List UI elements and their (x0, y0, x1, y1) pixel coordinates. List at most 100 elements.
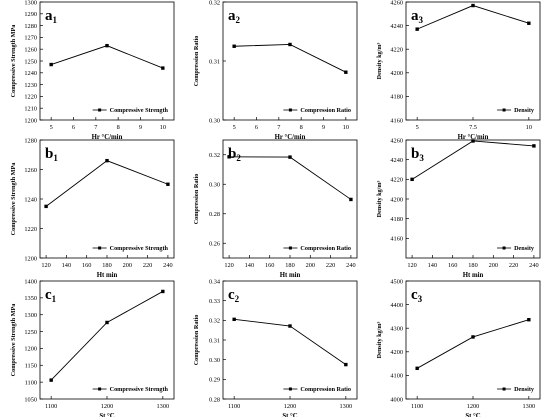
y-tick-label: 4240 (390, 157, 403, 164)
legend-marker (502, 246, 506, 250)
x-tick-label: 7 (94, 124, 97, 131)
panel-c2: 0.28 0.29 0.30 0.31 0.32 0.33 0.34 1100 1200 1300… (193, 278, 358, 417)
x-axis-label: St °C (99, 413, 114, 417)
x-tick-label: 1200 (467, 403, 480, 410)
y-tick-label: 4500 (390, 278, 403, 285)
x-tick-label: 120 (224, 262, 233, 269)
y-tick-label: 4200 (390, 349, 403, 356)
x-axis-label: Hr °C/min (92, 134, 123, 141)
x-axis-label: Ht min (463, 272, 484, 279)
y-tick-label: 1280 (24, 137, 37, 144)
plot-frame (222, 1, 358, 121)
y-tick-label: 0.34 (209, 278, 221, 285)
y-tick-label: 1350 (24, 295, 37, 302)
x-tick-label: 5 (50, 124, 53, 131)
y-axis-label: Density kg/m³ (376, 321, 383, 358)
y-tick-label: 1200 (24, 346, 37, 353)
x-tick-label: 200 (306, 262, 315, 269)
x-tick-label: 1200 (101, 403, 114, 410)
series-line (416, 319, 529, 369)
y-axis-label: Compression Ratio (193, 315, 200, 366)
legend-marker (502, 108, 506, 112)
y-tick-label: 1300 (24, 0, 37, 6)
y-tick-label: 4000 (390, 396, 403, 403)
x-tick-label: 140 (428, 262, 437, 269)
panel-a3: 4160 4180 4200 4220 4240 4260 5 7.5 10 Hr °C/min D… (376, 0, 541, 141)
legend-marker (98, 108, 102, 112)
panel-label: c2 (228, 287, 240, 304)
x-tick-label: 6 (72, 124, 75, 131)
x-tick-label: 120 (407, 262, 416, 269)
x-tick-label: 8 (117, 124, 120, 131)
panel-b3: 4160 4180 4200 4220 4240 4260 120 140 160 180 200 2… (376, 137, 541, 279)
panel-a2: 0.30 0.31 0.32 5 6 7 8 9 10 Hr °C/min Compression … (193, 0, 358, 141)
panel-label: b3 (411, 146, 424, 163)
series-line (45, 160, 169, 207)
y-tick-label: 1240 (24, 196, 37, 203)
data-point (471, 335, 475, 339)
y-tick-label: 4160 (390, 236, 403, 243)
plot-frame (405, 280, 541, 400)
x-tick-label: 9 (139, 124, 142, 131)
x-axis-label: Ht min (280, 272, 301, 279)
x-axis-label: St °C (282, 413, 297, 417)
y-tick-label: 0.31 (209, 58, 220, 65)
legend-label: Compression Ratio (300, 386, 351, 393)
x-tick-label: 1300 (157, 403, 170, 410)
y-tick-label: 1100 (25, 379, 37, 386)
panel-b1: 1200 1220 1240 1260 1280 120 140 160 180 200 220 24… (10, 137, 175, 279)
x-tick-label: 10 (526, 124, 532, 131)
x-tick-label: 240 (346, 262, 355, 269)
y-tick-label: 4180 (390, 94, 403, 101)
x-tick-label: 120 (41, 262, 50, 269)
y-tick-label: 0.31 (209, 337, 220, 344)
x-tick-label: 240 (529, 262, 538, 269)
y-tick-label: 0.28 (209, 211, 220, 218)
y-tick-label: 4200 (390, 70, 403, 77)
x-tick-label: 140 (62, 262, 71, 269)
data-point (49, 378, 53, 382)
y-tick-label: 1290 (24, 11, 37, 18)
plot-frame (405, 139, 541, 259)
data-point (105, 320, 109, 325)
x-axis-label: Ht min (97, 272, 118, 279)
y-tick-label: 1220 (24, 94, 37, 101)
x-tick-label: 220 (143, 262, 152, 269)
y-tick-label: 4260 (390, 0, 403, 6)
y-tick-label: 4300 (390, 326, 403, 333)
data-point (471, 3, 475, 8)
x-axis-label: Hr °C/min (458, 134, 489, 141)
data-point (49, 62, 53, 67)
y-tick-label: 1050 (24, 396, 37, 403)
x-tick-label: 1300 (340, 403, 353, 410)
plot-frame (39, 1, 175, 121)
legend-label: Compressive Strength (110, 245, 169, 252)
data-point (161, 289, 165, 294)
y-axis-label: Compression Ratio (193, 174, 200, 225)
y-tick-label: 4220 (390, 177, 403, 184)
legend-label: Compressive Strength (110, 386, 169, 393)
y-tick-label: 0.32 (209, 0, 220, 6)
series-line (50, 291, 164, 381)
panel-label: b2 (228, 146, 241, 163)
y-tick-label: 1280 (24, 23, 37, 30)
y-tick-label: 0.26 (209, 241, 220, 248)
series-line (411, 140, 534, 180)
x-tick-label: 200 (123, 262, 132, 269)
x-tick-label: 6 (255, 124, 258, 131)
y-axis-label: Compressive Strength MPa (10, 163, 17, 236)
data-point (410, 177, 414, 182)
y-tick-label: 0.30 (209, 182, 220, 189)
series-line (51, 45, 163, 69)
y-tick-label: 1200 (24, 117, 37, 124)
y-tick-label: 4180 (390, 216, 403, 223)
panel-label: a2 (228, 8, 241, 25)
panel-label: a1 (45, 8, 58, 25)
legend-label: Compression Ratio (300, 107, 351, 114)
x-tick-label: 180 (468, 262, 477, 269)
panel-b2: 0.26 0.28 0.30 0.32 120 140 160 180 200 220 240 Ht … (193, 139, 358, 279)
y-tick-label: 4160 (390, 117, 403, 124)
y-tick-label: 1210 (24, 106, 37, 113)
series-line (234, 44, 347, 73)
